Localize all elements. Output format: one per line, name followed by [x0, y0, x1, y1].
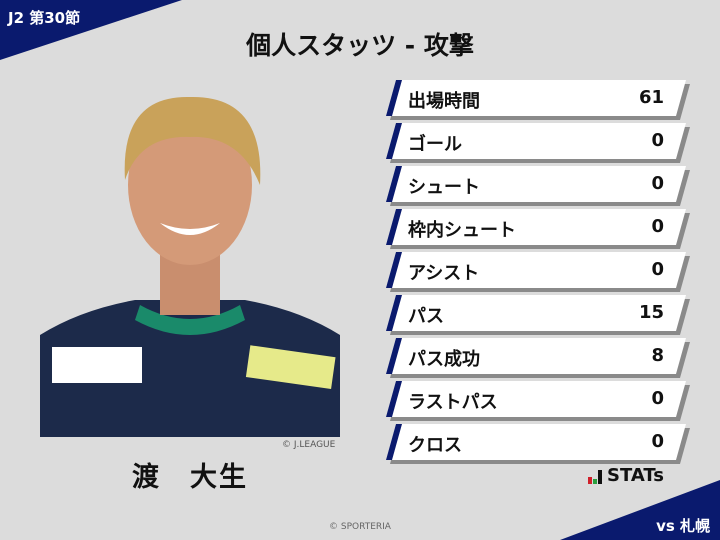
row-background — [386, 252, 686, 288]
player-name: 渡 大生 — [132, 462, 248, 493]
stat-row: 枠内シュート 0 — [386, 209, 690, 245]
copyright: © SPORTERIA — [329, 522, 391, 532]
stat-value: 0 — [651, 216, 664, 237]
stat-value: 8 — [651, 345, 664, 366]
stat-label: パス成功 — [408, 349, 480, 370]
row-background — [386, 295, 686, 331]
stat-value: 0 — [651, 431, 664, 452]
stats-logo-text: STATs — [607, 465, 664, 486]
stat-value: 0 — [651, 130, 664, 151]
row-background — [386, 80, 686, 116]
round-label: J2 第30節 — [8, 9, 81, 27]
row-background — [386, 381, 686, 417]
stat-row: アシスト 0 — [386, 252, 690, 288]
stat-label: シュート — [408, 177, 480, 198]
opponent-label: vs 札幌 — [656, 517, 710, 535]
row-background — [386, 123, 686, 159]
stat-row: パス 15 — [386, 295, 690, 331]
stats-logo: STATs — [588, 465, 664, 486]
row-background — [386, 166, 686, 202]
stat-label: パス — [408, 306, 444, 327]
stat-value: 61 — [638, 87, 664, 108]
stat-label: クロス — [408, 435, 462, 456]
stat-row: ラストパス 0 — [386, 381, 690, 417]
player-photo — [40, 75, 340, 437]
stat-value: 15 — [638, 302, 664, 323]
stat-value: 0 — [651, 173, 664, 194]
stats-logo-icon — [588, 470, 602, 484]
stat-value: 0 — [651, 259, 664, 280]
stat-row: 出場時間 61 — [386, 80, 690, 116]
photo-credit: © J.LEAGUE — [282, 440, 336, 450]
stat-label: ラストパス — [408, 392, 498, 413]
page-title: 個人スタッツ - 攻撃 — [246, 31, 474, 60]
stat-row: パス成功 8 — [386, 338, 690, 374]
stat-row: シュート 0 — [386, 166, 690, 202]
stat-row: クロス 0 — [386, 424, 690, 460]
row-background — [386, 338, 686, 374]
stat-value: 0 — [651, 388, 664, 409]
stat-label: ゴール — [408, 134, 462, 155]
row-background — [386, 424, 686, 460]
stat-label: 出場時間 — [408, 91, 480, 112]
stat-label: アシスト — [408, 263, 480, 284]
row-background — [386, 209, 686, 245]
stat-label: 枠内シュート — [408, 220, 516, 241]
stat-row: ゴール 0 — [386, 123, 690, 159]
